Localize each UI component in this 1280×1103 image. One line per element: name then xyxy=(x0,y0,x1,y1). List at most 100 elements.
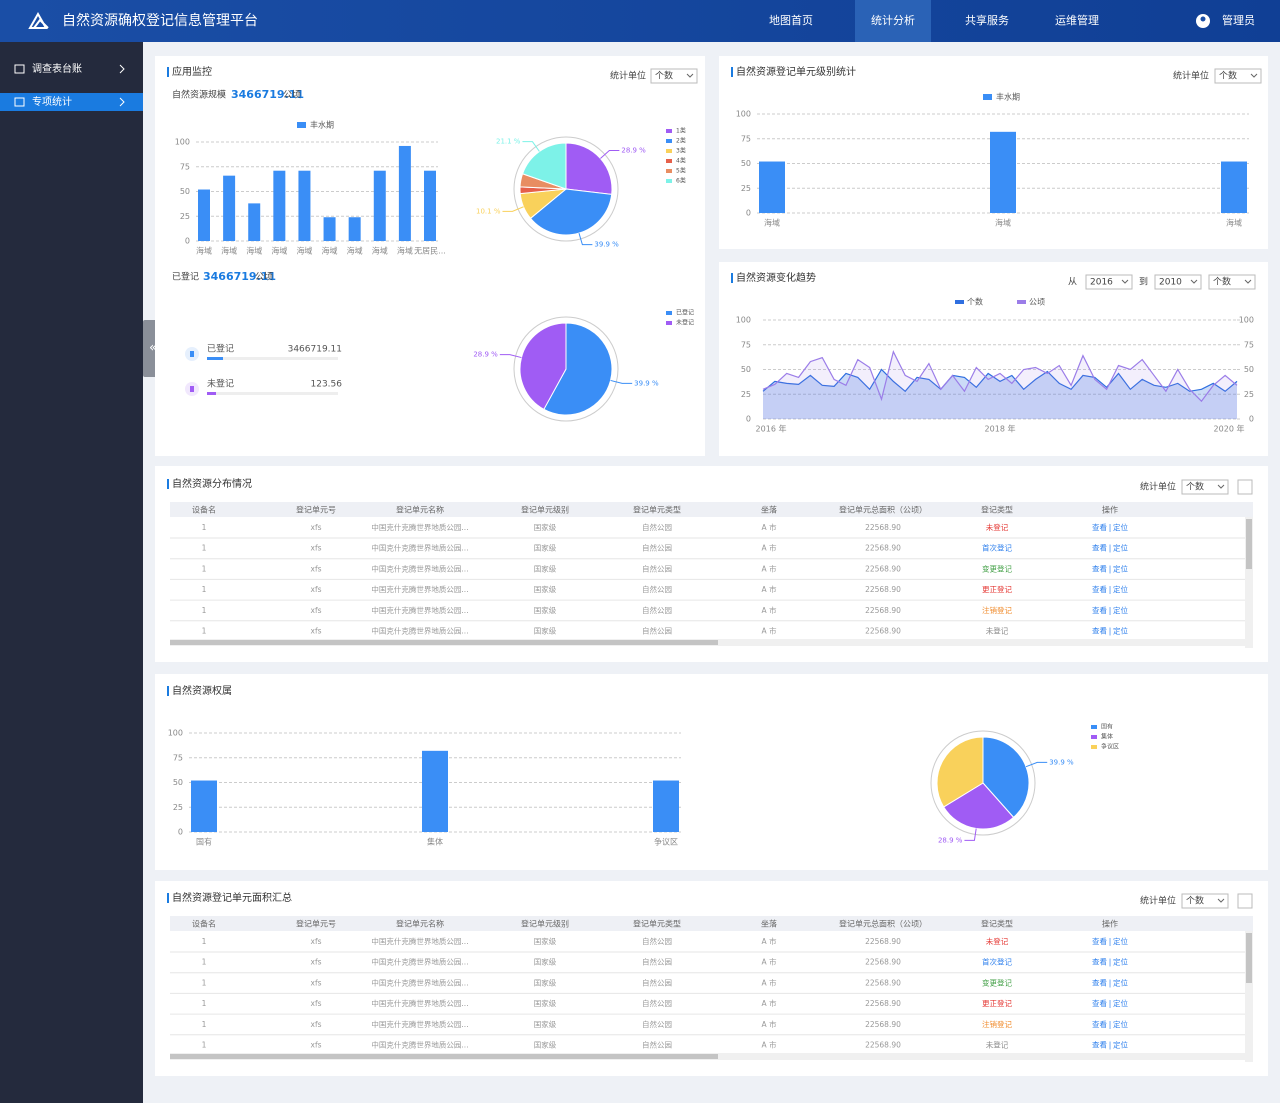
action-link[interactable]: 定位 xyxy=(1113,605,1129,615)
action-link[interactable]: 查看 xyxy=(1092,998,1108,1008)
select[interactable] xyxy=(1214,68,1262,84)
separator: | xyxy=(1109,1041,1112,1050)
status-icon-inner xyxy=(190,351,194,357)
separator: | xyxy=(1109,627,1112,636)
collapse-icon: « xyxy=(149,341,157,356)
action-link[interactable]: 定位 xyxy=(1113,543,1129,553)
x-tick-label: 无居民... xyxy=(414,247,446,256)
select[interactable] xyxy=(1181,893,1229,909)
action-link[interactable]: 查看 xyxy=(1092,1040,1108,1050)
action-link[interactable]: 查看 xyxy=(1092,543,1108,553)
cell: xfs xyxy=(311,606,322,615)
cell: 注销登记 xyxy=(982,1019,1012,1029)
action-link[interactable]: 定位 xyxy=(1113,1019,1129,1029)
action-link[interactable]: 查看 xyxy=(1092,584,1108,594)
x-tick-label: 国有 xyxy=(196,837,212,847)
select[interactable] xyxy=(650,68,698,84)
menu-icon xyxy=(14,64,25,74)
column-header: 登记单元名称 xyxy=(396,919,444,929)
select-value[interactable]: 个数 xyxy=(1186,481,1204,493)
action-link[interactable]: 定位 xyxy=(1113,522,1129,532)
cell: 中国克什克腾世界地质公园... xyxy=(371,1040,468,1050)
action-link[interactable]: 定位 xyxy=(1113,1040,1129,1050)
unit-label: 统计单位 xyxy=(1140,481,1176,493)
select-value[interactable]: 个数 xyxy=(1186,895,1204,907)
action-link[interactable]: 查看 xyxy=(1092,1019,1108,1029)
select[interactable] xyxy=(1181,479,1229,495)
v-scroll xyxy=(1245,931,1253,1062)
menu-item[interactable]: 调查表台账 xyxy=(32,62,82,75)
action-link[interactable]: 定位 xyxy=(1113,563,1129,573)
panel xyxy=(155,674,1268,870)
cell: A 市 xyxy=(761,522,777,532)
action-link[interactable]: 查看 xyxy=(1092,957,1108,967)
legend-swatch xyxy=(666,129,672,133)
select[interactable] xyxy=(1085,274,1133,290)
nav-item[interactable]: 地图首页 xyxy=(769,13,813,27)
cell: 中国克什克腾世界地质公园... xyxy=(371,977,468,987)
legend-swatch xyxy=(666,321,672,325)
cell: 22568.90 xyxy=(865,1041,901,1050)
export-button[interactable] xyxy=(1237,479,1253,495)
cell: 自然公园 xyxy=(642,936,672,946)
menu-item[interactable]: 专项统计 xyxy=(32,95,72,108)
x-tick-label: 海域 xyxy=(347,246,363,256)
action-link[interactable]: 查看 xyxy=(1092,522,1108,532)
x-tick-label: 争议区 xyxy=(654,837,678,847)
cell: 自然公园 xyxy=(642,605,672,615)
export-button[interactable] xyxy=(1237,893,1253,909)
legend-label: 5类 xyxy=(676,167,686,175)
cell: 中国克什克腾世界地质公园... xyxy=(371,543,468,553)
label-leader xyxy=(610,379,633,384)
select-arrow xyxy=(1190,279,1198,284)
user-name[interactable]: 管理员 xyxy=(1222,13,1255,27)
action-link[interactable]: 定位 xyxy=(1113,626,1129,636)
select-arrow xyxy=(1244,279,1252,284)
cell: 22568.90 xyxy=(865,564,901,573)
action-link[interactable]: 查看 xyxy=(1092,626,1108,636)
select-value[interactable]: 个数 xyxy=(1213,276,1231,288)
action-link[interactable]: 定位 xyxy=(1113,936,1129,946)
cell: 国家级 xyxy=(534,1040,557,1050)
cell: 国家级 xyxy=(534,563,557,573)
status-value: 3466719.11 xyxy=(288,345,342,355)
status-track xyxy=(207,357,338,360)
label-leader xyxy=(522,141,540,152)
y-tick-label: 50 xyxy=(173,778,183,787)
select-value[interactable]: 2010 xyxy=(1159,278,1182,288)
nav-item[interactable]: 统计分析 xyxy=(871,13,915,27)
panel xyxy=(155,56,705,456)
line xyxy=(762,349,1238,403)
action-link[interactable]: 查看 xyxy=(1092,936,1108,946)
action-link[interactable]: 定位 xyxy=(1113,957,1129,967)
title-mark xyxy=(167,893,169,903)
select-value[interactable]: 个数 xyxy=(1219,70,1237,82)
legend-swatch xyxy=(666,169,672,173)
y-tick-label: 50 xyxy=(180,187,190,196)
action-link[interactable]: 定位 xyxy=(1113,998,1129,1008)
cell: xfs xyxy=(311,999,322,1008)
nav-item[interactable]: 运维管理 xyxy=(1055,13,1099,27)
select-value[interactable]: 个数 xyxy=(655,70,673,82)
legend-label: 1类 xyxy=(676,127,686,135)
cell: 自然公园 xyxy=(642,957,672,967)
action-link[interactable]: 查看 xyxy=(1092,977,1108,987)
action-link[interactable]: 查看 xyxy=(1092,563,1108,573)
select[interactable] xyxy=(1154,274,1202,290)
action-link[interactable]: 查看 xyxy=(1092,605,1108,615)
nav-item[interactable]: 共享服务 xyxy=(965,13,1009,27)
label-leader xyxy=(578,232,593,246)
bar xyxy=(398,145,411,241)
action-link[interactable]: 定位 xyxy=(1113,584,1129,594)
action-link[interactable]: 定位 xyxy=(1113,977,1129,987)
select-value[interactable]: 2016 xyxy=(1090,278,1113,288)
select[interactable] xyxy=(1208,274,1256,290)
x-tick-label: 2020 年 xyxy=(1214,424,1245,434)
cell: 22568.90 xyxy=(865,978,901,987)
pie-label: 28.9 % xyxy=(473,351,498,359)
cell: xfs xyxy=(311,1020,322,1029)
cell: 国家级 xyxy=(534,522,557,532)
select-arrow xyxy=(1217,484,1225,489)
menu-arrow xyxy=(119,97,125,107)
